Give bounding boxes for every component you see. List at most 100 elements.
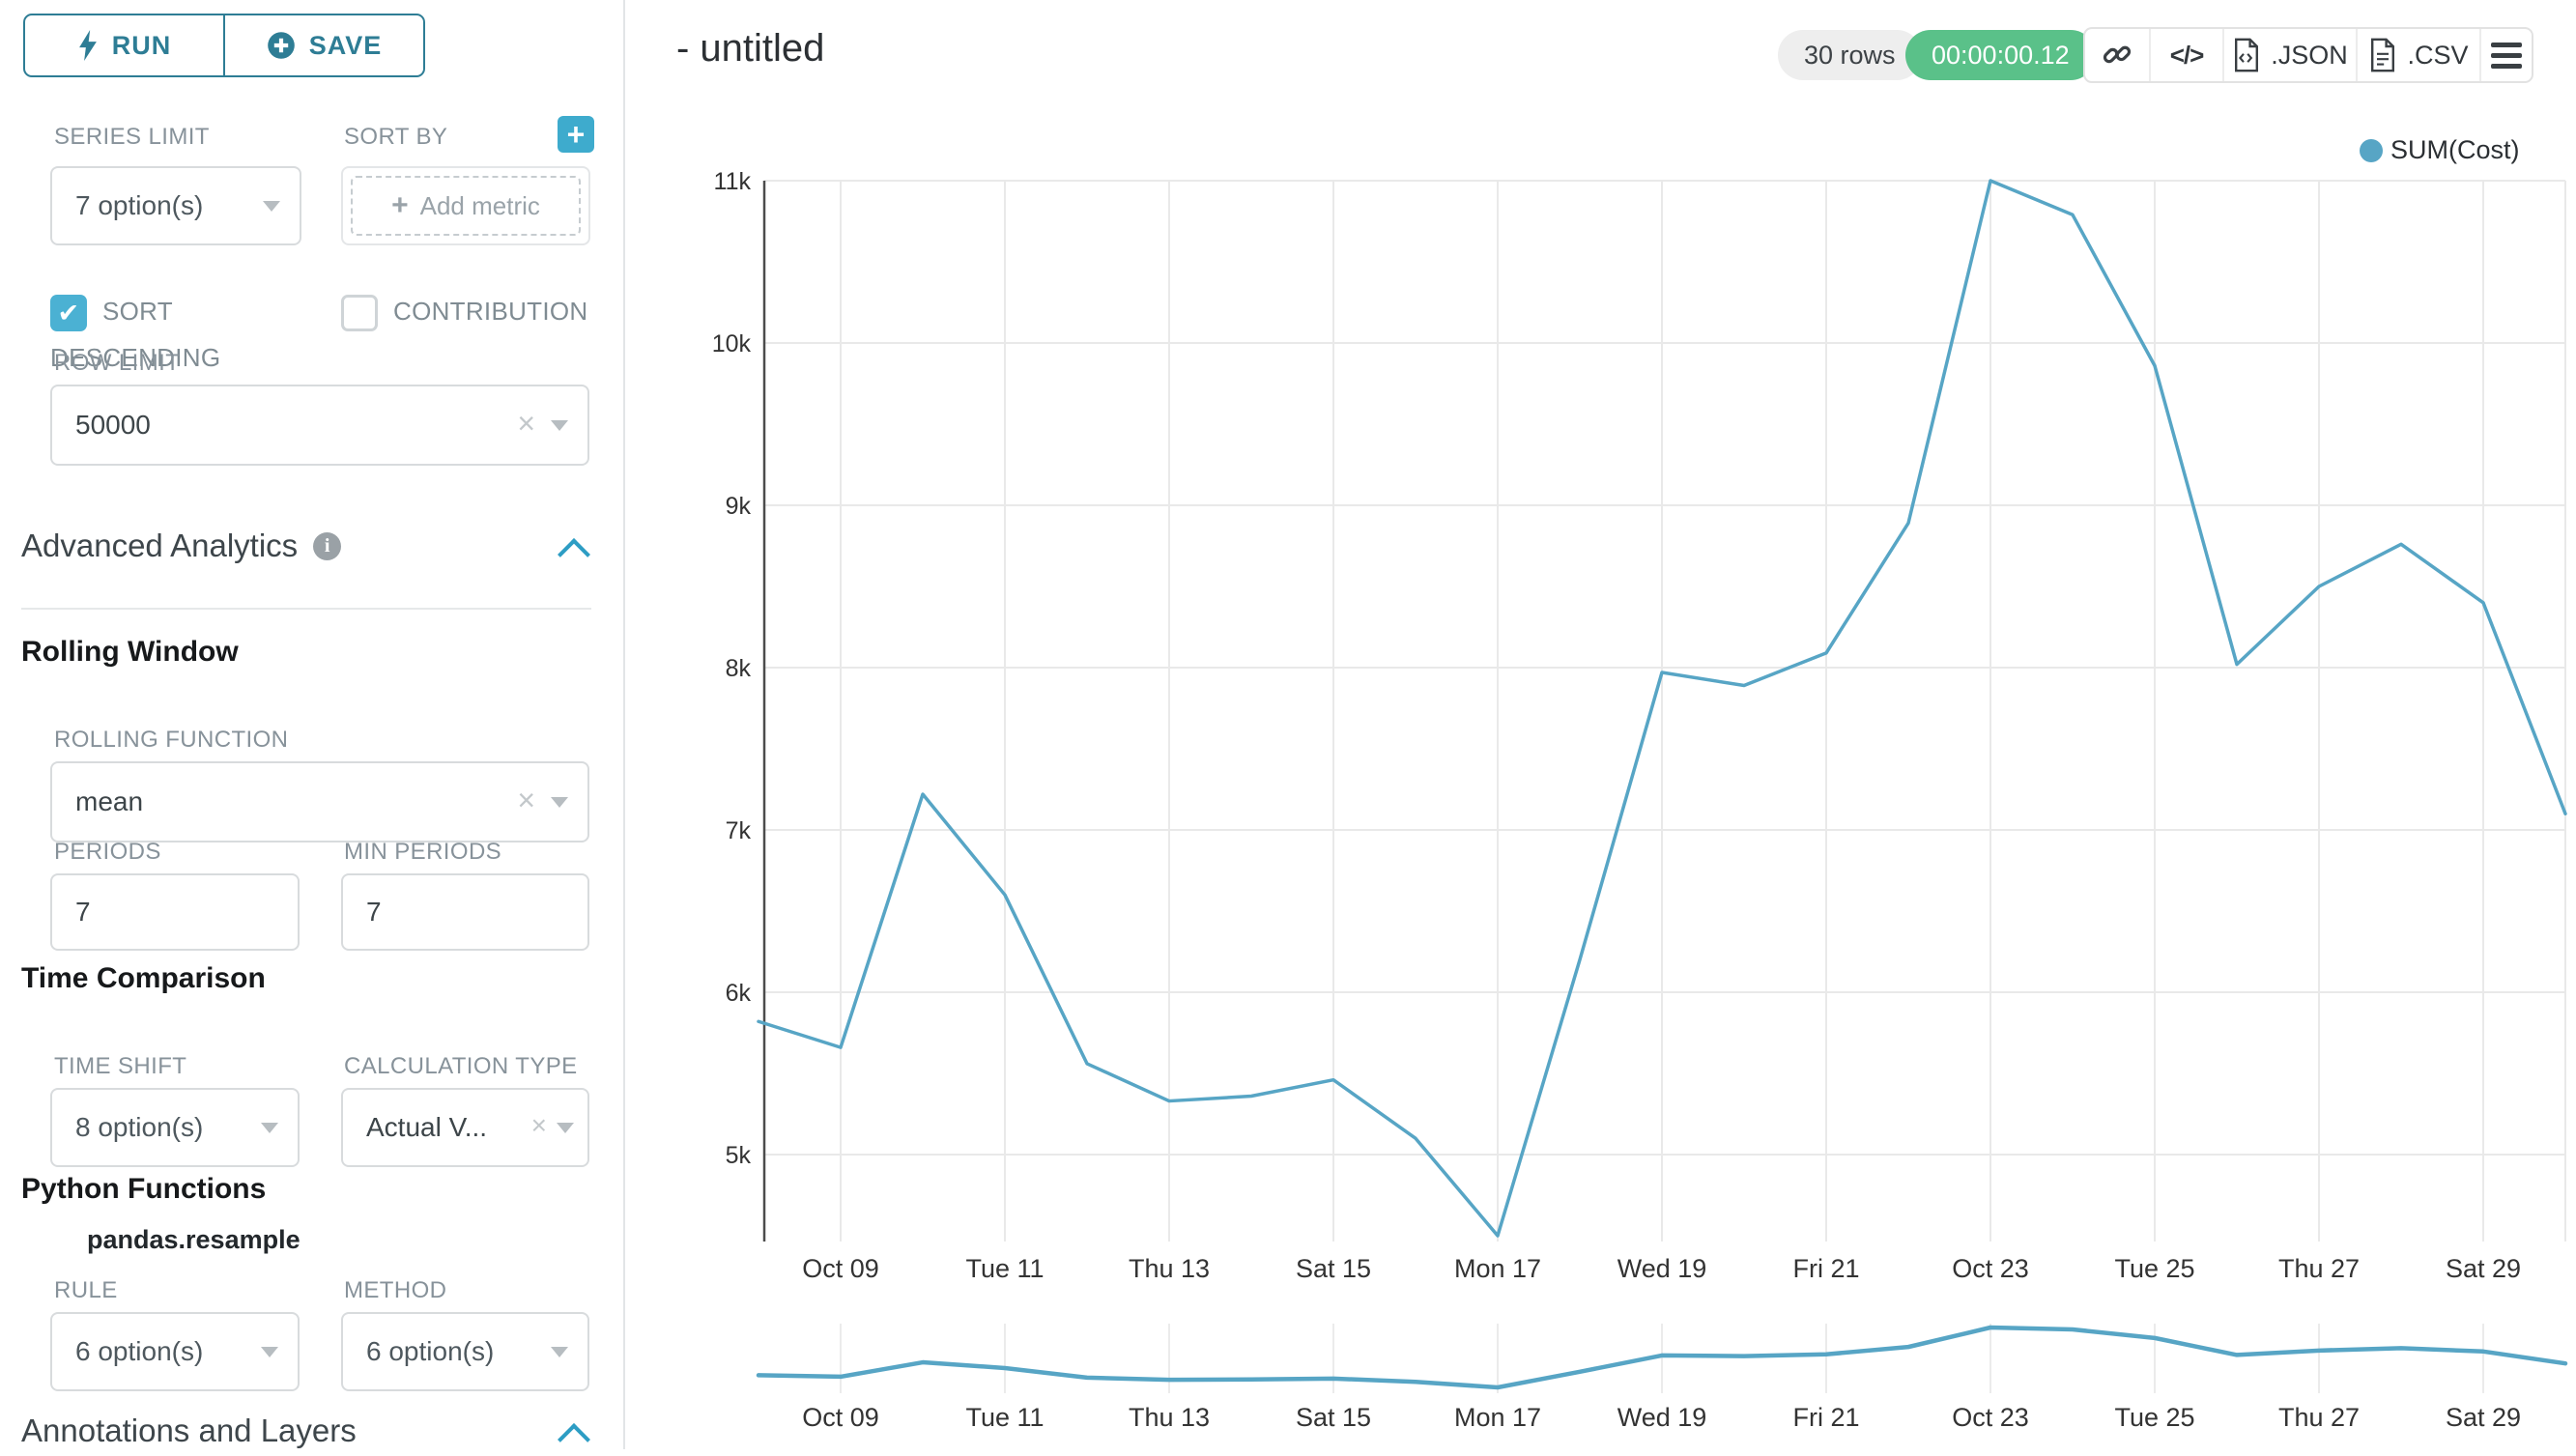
mini-series-line-SUM(Cost)[interactable] (756, 1325, 2568, 1390)
chevron-down-icon (551, 1346, 568, 1357)
row-limit-value: 50000 (75, 410, 151, 440)
time-comparison-title: Time Comparison (21, 962, 266, 994)
export-csv-button[interactable]: .CSV (2358, 29, 2481, 81)
chart-title[interactable]: - untitled (676, 27, 825, 70)
chevron-down-icon (261, 1346, 278, 1357)
time-shift-select[interactable]: 8 option(s) (50, 1088, 300, 1167)
min-periods-label: MIN PERIODS (344, 839, 502, 865)
run-button[interactable]: RUN (25, 15, 225, 75)
x-axis-tick-label: Oct 23 (1952, 1254, 2029, 1283)
lightning-bolt-icon (78, 30, 97, 61)
sort-by-label: SORT BY (344, 124, 448, 150)
info-icon: i (313, 531, 342, 560)
mini-x-axis-tick-label: Thu 27 (2278, 1403, 2360, 1432)
rolling-function-label: ROLLING FUNCTION (54, 727, 289, 753)
clear-icon[interactable]: × (530, 1110, 547, 1140)
chevron-down-icon (557, 1122, 574, 1133)
series-limit-value: 7 option(s) (75, 190, 204, 220)
mini-x-axis-tick-label: Oct 09 (802, 1403, 879, 1432)
time-shift-value: 8 option(s) (75, 1112, 204, 1142)
mini-x-axis-tick-label: Thu 13 (1129, 1403, 1210, 1432)
sort-by-add-metric[interactable]: + Add metric (341, 166, 590, 245)
y-axis-tick-label: 6k (726, 980, 752, 1007)
series-limit-label: SERIES LIMIT (54, 124, 210, 150)
x-axis-tick-label: Thu 13 (1129, 1254, 1210, 1283)
row-limit-select[interactable]: 50000 × (50, 385, 589, 466)
hamburger-menu-icon (2491, 42, 2522, 69)
y-axis-tick-label: 8k (726, 655, 752, 682)
code-icon: </> (2169, 40, 2205, 70)
python-functions-title: Python Functions (21, 1173, 267, 1205)
checkbox-checked-icon[interactable]: ✔ (50, 295, 87, 332)
y-axis-tick-label: 7k (726, 817, 752, 844)
x-axis-tick-label: Thu 27 (2278, 1254, 2360, 1283)
rolling-function-select[interactable]: mean × (50, 761, 589, 842)
copy-link-button[interactable] (2085, 29, 2151, 81)
mini-x-axis-tick-label: Oct 23 (1952, 1403, 2029, 1432)
control-panel: RUN SAVE SERIES LIMIT SORT BY + 7 option… (0, 0, 625, 1456)
mini-x-axis-tick-label: Fri 21 (1792, 1403, 1859, 1432)
rule-value: 6 option(s) (75, 1336, 204, 1366)
x-axis-tick-label: Sat 29 (2446, 1254, 2521, 1283)
periods-input[interactable] (50, 873, 300, 951)
add-metric-label: Add metric (419, 190, 540, 220)
export-json-button[interactable]: .JSON (2224, 29, 2358, 81)
export-json-label: .JSON (2271, 40, 2348, 70)
pandas-resample-label: pandas.resample (87, 1225, 301, 1254)
series-line-SUM(Cost) (757, 179, 2567, 1238)
x-axis-tick-label: Oct 09 (802, 1254, 879, 1283)
save-button-label: SAVE (308, 30, 383, 60)
x-axis-tick-label: Mon 17 (1454, 1254, 1541, 1283)
clear-icon[interactable]: × (517, 783, 535, 817)
mini-x-axis-tick-label: Wed 19 (1617, 1403, 1707, 1432)
x-axis-tick-label: Sat 15 (1296, 1254, 1371, 1283)
mini-x-axis-tick-label: Tue 11 (965, 1403, 1044, 1432)
mini-x-axis-tick-label: Mon 17 (1454, 1403, 1541, 1432)
y-axis-tick-label: 5k (726, 1142, 752, 1169)
chart-menu-button[interactable] (2481, 29, 2532, 81)
method-select[interactable]: 6 option(s) (341, 1312, 589, 1391)
query-timer-badge: 00:00:00.12 (1905, 30, 2096, 80)
min-periods-input[interactable] (341, 873, 589, 951)
json-file-icon (2235, 38, 2259, 72)
calculation-type-select[interactable]: Actual V... × (341, 1088, 589, 1167)
row-limit-label: ROW LIMIT (54, 350, 181, 376)
plus-circle-icon (267, 32, 295, 59)
view-query-button[interactable]: </> (2151, 29, 2224, 81)
y-axis-tick-label: 9k (726, 493, 752, 520)
csv-file-icon (2371, 38, 2395, 72)
export-toolbar: </> .JSON .CSV (2083, 27, 2533, 83)
mini-x-axis-tick-label: Sat 15 (1296, 1403, 1371, 1432)
row-count-badge: 30 rows (1778, 30, 1922, 80)
plus-icon: + (391, 189, 409, 221)
contribution-checkbox-row[interactable]: CONTRIBUTION (341, 288, 587, 334)
advanced-analytics-title: Advanced Analytics (21, 528, 299, 563)
periods-label: PERIODS (54, 839, 161, 865)
save-button[interactable]: SAVE (225, 15, 423, 75)
x-axis-tick-label: Tue 11 (965, 1254, 1044, 1283)
add-sort-metric-button[interactable]: + (558, 116, 594, 153)
rolling-window-title: Rolling Window (21, 636, 239, 668)
chevron-down-icon (263, 200, 280, 212)
annotations-layers-header[interactable]: Annotations and Layers (21, 1413, 357, 1449)
run-button-label: RUN (111, 30, 172, 60)
rule-select[interactable]: 6 option(s) (50, 1312, 300, 1391)
advanced-analytics-header[interactable]: Advanced Analytics i (21, 528, 342, 564)
clear-icon[interactable]: × (517, 406, 535, 441)
sort-descending-checkbox-row[interactable]: ✔ SORT DESCENDING (50, 288, 272, 381)
x-axis-tick-label: Fri 21 (1792, 1254, 1859, 1283)
annotations-layers-title: Annotations and Layers (21, 1413, 357, 1448)
mini-x-axis-tick-label: Sat 29 (2446, 1403, 2521, 1432)
legend-item-sum-cost[interactable]: SUM(Cost) (2360, 135, 2520, 165)
series-limit-select[interactable]: 7 option(s) (50, 166, 301, 245)
chevron-down-icon (551, 419, 568, 431)
y-axis-tick-label: 10k (712, 330, 752, 357)
section-divider (21, 608, 591, 610)
run-save-button-group: RUN SAVE (23, 14, 425, 77)
checkbox-unchecked-icon[interactable] (341, 295, 378, 332)
calculation-type-value: Actual V... (366, 1112, 488, 1142)
method-value: 6 option(s) (366, 1336, 495, 1366)
link-icon (2103, 45, 2132, 64)
method-label: METHOD (344, 1277, 447, 1303)
